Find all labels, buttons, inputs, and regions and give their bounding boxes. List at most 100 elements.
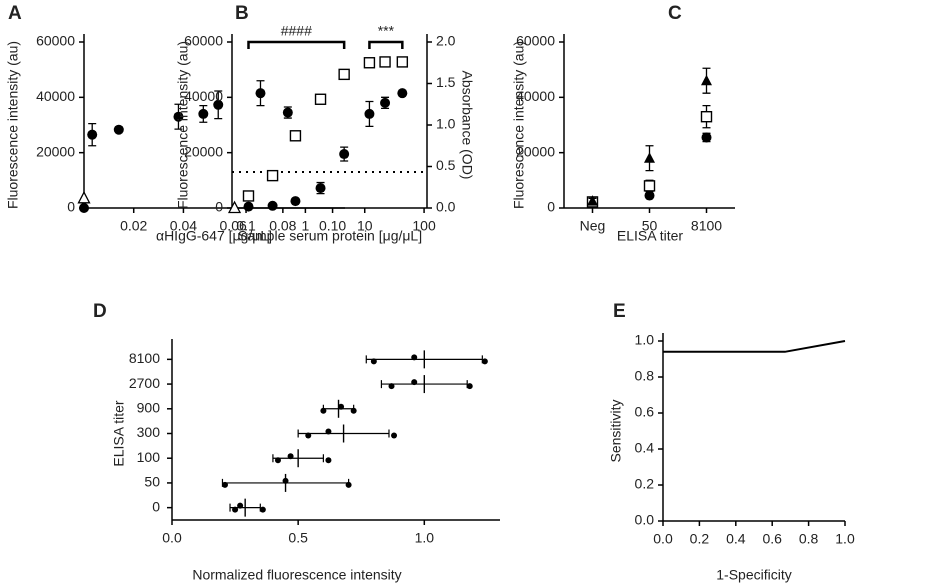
- y-tick-label: 20000: [184, 143, 223, 159]
- point: [232, 506, 239, 513]
- point: [379, 56, 391, 68]
- y-tick-label: 8100: [129, 350, 160, 366]
- y-tick-label: 0: [215, 199, 223, 215]
- point: [320, 407, 327, 414]
- point: [481, 358, 488, 365]
- y-tick-label: 0.2: [635, 476, 655, 492]
- point: [345, 481, 352, 488]
- y2-tick-label: 2.0: [436, 33, 456, 49]
- y-axis-title: Sensitivity: [608, 399, 624, 462]
- y-tick-label: 900: [137, 399, 161, 415]
- x-axis-title: Sample serum protein [μg/μL]: [238, 228, 422, 244]
- y-tick-label: 0.4: [635, 440, 655, 456]
- point: [350, 407, 357, 414]
- point: [198, 108, 209, 119]
- x-tick-label: 0.8: [799, 531, 819, 547]
- y-axis-title: Fluorescence intensity (au): [5, 41, 21, 209]
- roc-line: [663, 340, 846, 353]
- y-tick-label: 1.0: [635, 332, 655, 348]
- point: [363, 57, 376, 69]
- x-tick-label: 0.6: [762, 531, 782, 547]
- y-axis-title: Fluorescence intensity (au): [511, 41, 527, 209]
- x-tick-label: 100: [412, 218, 436, 234]
- significance-bracket: [247, 40, 346, 49]
- point: [380, 97, 391, 108]
- x-tick-label: 0.4: [726, 531, 746, 547]
- panel-letter: B: [235, 3, 249, 24]
- x-tick-label: 0.5: [288, 530, 308, 546]
- y-tick-label: 0: [67, 199, 75, 215]
- x-tick-label: 1.0: [415, 530, 435, 546]
- point: [391, 432, 398, 439]
- point: [221, 481, 228, 488]
- x-tick-label: 0.1: [236, 218, 256, 234]
- point: [290, 196, 301, 207]
- point: [287, 453, 294, 460]
- y-tick-label: 50: [144, 474, 160, 490]
- point: [282, 107, 293, 118]
- point: [266, 169, 279, 182]
- x-axis-title: ELISA titer: [617, 228, 683, 244]
- point: [282, 477, 289, 484]
- point: [79, 203, 89, 213]
- point: [227, 200, 242, 214]
- point: [325, 457, 332, 464]
- panel-letter: C: [668, 3, 682, 24]
- point: [396, 56, 409, 68]
- point: [338, 403, 345, 410]
- y-tick-label: 40000: [184, 88, 223, 104]
- point: [325, 428, 332, 435]
- y-tick-label: 100: [137, 449, 161, 465]
- point: [259, 506, 266, 513]
- point: [701, 74, 712, 86]
- point: [338, 68, 350, 81]
- point: [289, 130, 302, 142]
- y-tick-label: 0.6: [635, 404, 655, 420]
- point: [213, 99, 224, 110]
- y-tick-label: 300: [137, 424, 161, 440]
- point: [173, 111, 184, 122]
- y-tick-label: 60000: [516, 33, 555, 49]
- y-tick-label: 60000: [184, 33, 223, 49]
- y2-tick-label: 1.0: [436, 116, 456, 132]
- x-tick-label: 1: [301, 218, 309, 234]
- y-tick-label: 0.0: [635, 512, 655, 528]
- y2-tick-label: 0.0: [436, 199, 456, 215]
- x-axis-title: Normalized fluorescence intensity: [192, 567, 401, 583]
- point: [644, 190, 655, 201]
- point: [700, 110, 713, 123]
- point: [466, 383, 473, 390]
- y-tick-label: 40000: [36, 88, 75, 104]
- panel-letter: A: [8, 3, 22, 24]
- y-tick-label: 60000: [36, 33, 75, 49]
- point: [339, 149, 350, 160]
- point: [644, 152, 655, 163]
- point: [113, 124, 124, 135]
- y-tick-label: 20000: [36, 143, 75, 159]
- point: [411, 354, 418, 361]
- y-tick-label: 0: [152, 498, 160, 514]
- point: [237, 502, 244, 509]
- point: [267, 200, 278, 211]
- point: [305, 432, 312, 439]
- point: [701, 132, 712, 143]
- panel-letter: E: [613, 301, 626, 322]
- point: [411, 379, 418, 386]
- significance-label: ####: [281, 23, 312, 39]
- x-tick-label: 0.0: [162, 530, 182, 546]
- significance-bracket: [368, 40, 404, 49]
- y-axis-title: ELISA titer: [111, 400, 127, 466]
- point: [397, 88, 408, 99]
- x-axis-title: 1-Specificity: [716, 567, 791, 583]
- x-tick-label: 0.06: [220, 218, 247, 234]
- x-tick-label: 0.04: [170, 218, 197, 234]
- significance-label: ***: [378, 23, 395, 39]
- point: [643, 180, 656, 192]
- y2-tick-label: 0.5: [436, 157, 456, 173]
- point: [364, 108, 375, 119]
- x-tick-label: 10: [357, 218, 373, 234]
- y-tick-label: 40000: [516, 88, 555, 104]
- point: [370, 358, 377, 365]
- x-tick-label: 0.0: [653, 531, 673, 547]
